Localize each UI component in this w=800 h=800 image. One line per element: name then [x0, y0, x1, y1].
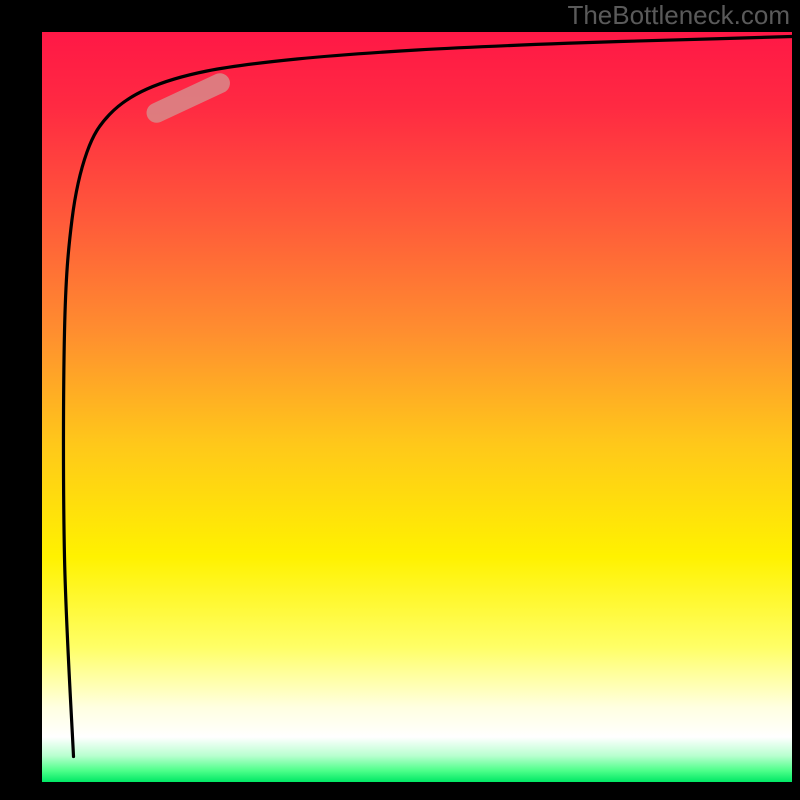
plot-background: [42, 32, 792, 782]
bottleneck-chart: [0, 0, 800, 800]
chart-stage: TheBottleneck.com: [0, 0, 800, 800]
